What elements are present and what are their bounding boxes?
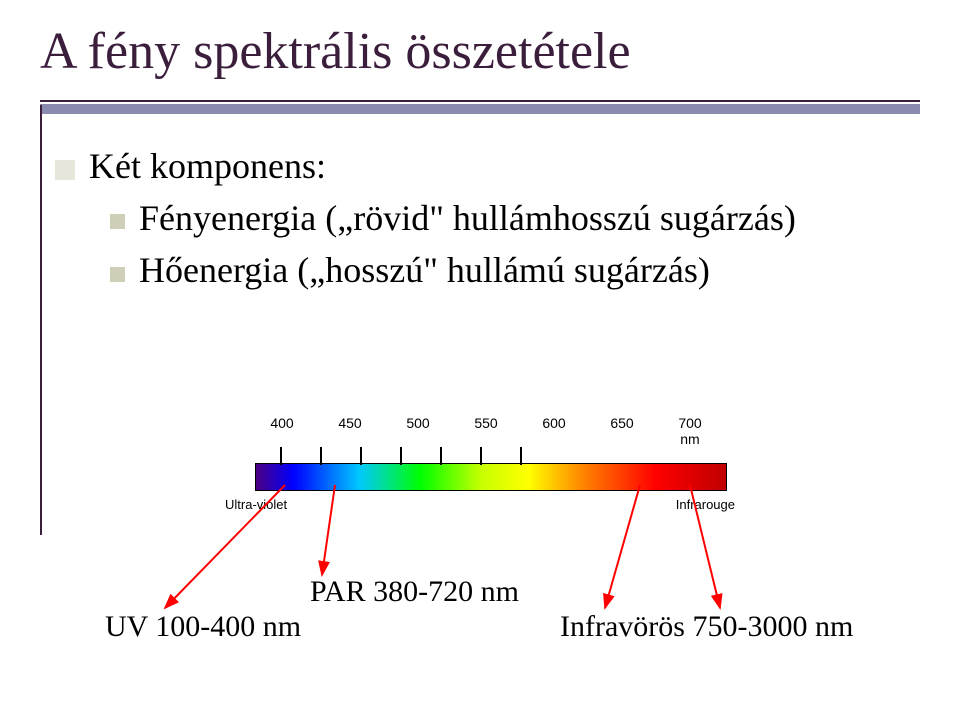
square-bullet-icon [110,267,125,282]
tick-label: 600 [539,415,569,447]
uv-end-label: Ultra-violet [225,497,287,512]
left-vertical-rule [40,105,42,535]
uv-annotation: UV 100-400 nm [105,610,301,644]
ir-annotation: Infravörös 750-3000 nm [560,610,853,644]
tick-label: 450 [335,415,365,447]
title-underline [40,100,920,114]
tick-label: 550 [471,415,501,447]
bullet-text: Két komponens: [89,146,326,186]
tick-mark [280,447,282,465]
spectrum-bar [255,463,727,491]
tick-mark [440,447,442,465]
spectrum-tick-marks [280,447,725,459]
tick-label: 700 nm [675,415,705,447]
tick-mark [520,447,522,465]
bullet-level2: Hőenergia („hosszú" hullámú sugárzás) [110,244,796,296]
bullet-text: Fényenergia („rövid" hullámhosszú sugárz… [139,198,796,238]
tick-label: 400 [267,415,297,447]
square-bullet-icon [110,214,125,229]
rule-thick [40,104,920,114]
tick-mark [320,447,322,465]
bullet-text: Hőenergia („hosszú" hullámú sugárzás) [139,250,710,290]
tick-label: 650 [607,415,637,447]
spectrum-tick-labels: 400 450 500 550 600 650 700 nm [267,415,725,447]
tick-mark [400,447,402,465]
bullet-level2: Fényenergia („rövid" hullámhosszú sugárz… [110,192,796,244]
tick-mark [480,447,482,465]
par-annotation: PAR 380-720 nm [310,575,519,609]
ir-end-label: Infrarouge [676,497,735,512]
tick-label: 500 [403,415,433,447]
rule-thin [40,100,920,102]
bullet-level1: Két komponens: [55,140,796,192]
square-bullet-icon [55,160,75,180]
slide: A fény spektrális összetétele Két kompon… [0,0,960,717]
spectrum-end-labels: Ultra-violet Infrarouge [225,497,735,512]
spectrum-figure: 400450500550600650700 nm Ultra-violet In… [225,415,725,512]
bullet-list: Két komponens: Fényenergia („rövid" hull… [55,140,796,297]
slide-title: A fény spektrális összetétele [40,22,631,81]
tick-mark [360,447,362,465]
